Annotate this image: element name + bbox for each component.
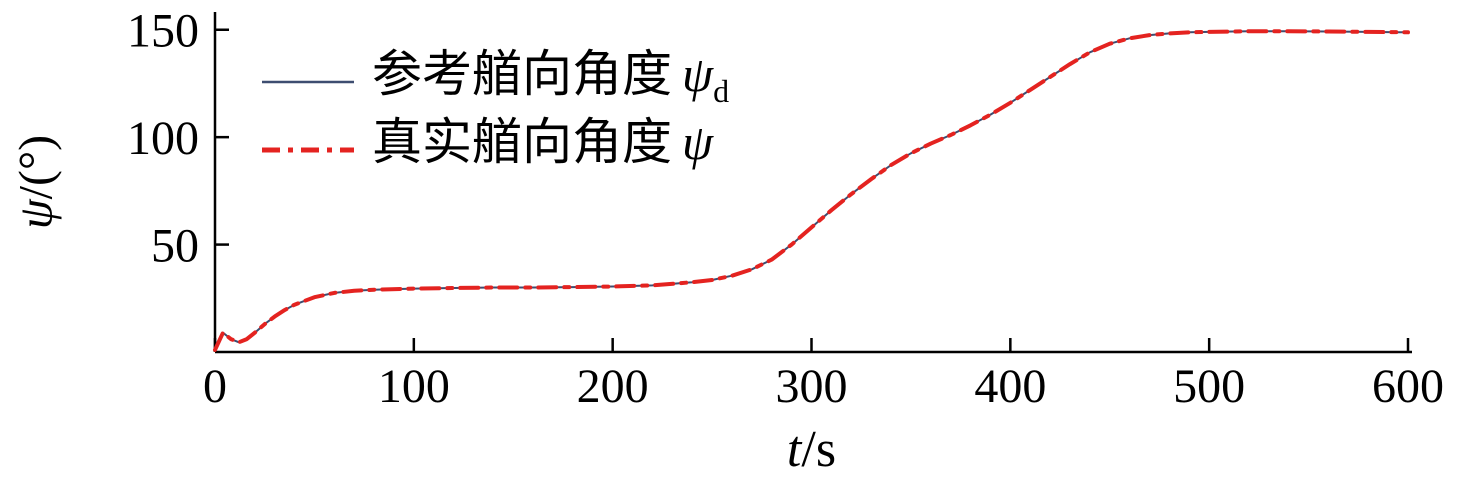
reference-line-sample-icon <box>262 80 354 84</box>
legend-label-reference: 参考艏向角度 ψd <box>372 45 730 109</box>
y-axis-symbol: ψ <box>9 199 63 230</box>
y-tick-label: 100 <box>127 112 199 165</box>
x-tick-label: 600 <box>1372 360 1444 413</box>
x-tick-label: 500 <box>1173 360 1245 413</box>
legend-item-reference: 参考艏向角度 ψd <box>262 46 729 114</box>
series-line-1 <box>213 29 1410 352</box>
actual-line-sample-icon <box>262 147 354 153</box>
y-axis-label: ψ/(°) <box>9 135 64 229</box>
x-tick-label: 0 <box>203 360 227 413</box>
x-axis-unit: /s <box>801 421 837 478</box>
legend-item-actual: 真实艏向角度 ψ <box>262 114 729 182</box>
y-tick-label: 50 <box>151 220 199 273</box>
legend-label-actual: 真实艏向角度 ψ <box>372 113 714 170</box>
x-axis-label: t/s <box>215 420 1408 479</box>
x-tick-label: 200 <box>577 360 649 413</box>
y-tick-label: 150 <box>127 5 199 58</box>
y-axis-unit: /(°) <box>9 134 63 200</box>
x-tick-label: 300 <box>776 360 848 413</box>
x-tick-label: 400 <box>974 360 1046 413</box>
legend: 参考艏向角度 ψd 真实艏向角度 ψ <box>262 46 729 182</box>
x-tick-label: 100 <box>378 360 450 413</box>
x-axis-symbol: t <box>786 421 802 478</box>
